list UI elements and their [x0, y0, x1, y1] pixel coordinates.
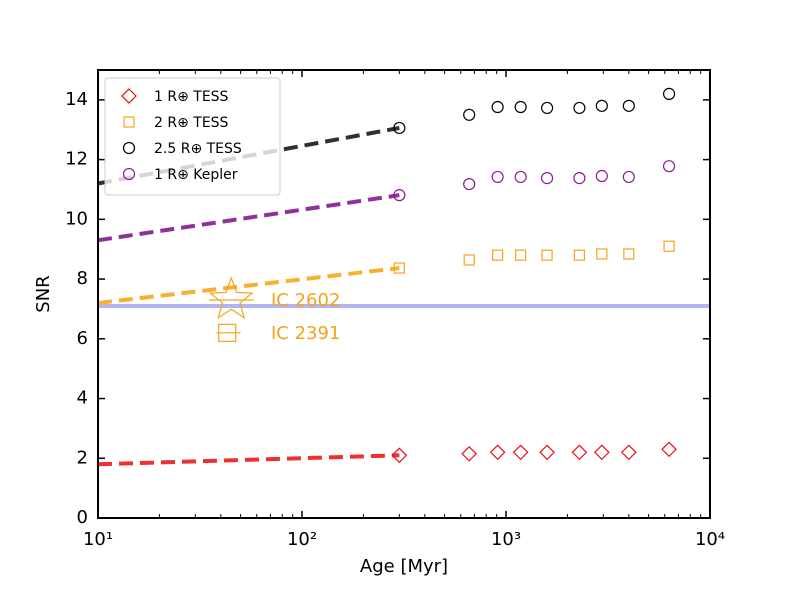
data-point — [622, 99, 635, 112]
data-point — [514, 170, 527, 184]
plot-frame — [97, 69, 711, 519]
data-point — [662, 87, 676, 100]
data-point — [491, 100, 504, 114]
y-tick-label: 4 — [77, 388, 88, 409]
data-point — [622, 170, 635, 184]
x-tick-label: 10⁴ — [695, 529, 725, 550]
data-point — [515, 249, 527, 261]
data-point — [540, 101, 554, 115]
cluster-label: IC 2602 — [271, 290, 340, 311]
data-point — [393, 262, 405, 274]
legend-marker — [121, 88, 137, 104]
y-tick-label: 2 — [77, 447, 88, 468]
data-point — [573, 249, 586, 261]
legend-marker — [123, 116, 135, 128]
legend-label: 1 R⊕ TESS — [154, 89, 229, 105]
trend-line — [97, 193, 400, 243]
trend-line — [97, 453, 400, 467]
data-point — [596, 248, 608, 260]
data-point — [391, 447, 408, 464]
cluster-label: IC 2391 — [271, 323, 340, 344]
y-tick-label: 6 — [77, 328, 88, 349]
legend-box — [104, 77, 281, 196]
y-tick-label: 12 — [65, 149, 88, 170]
y-tick-label: 0 — [77, 507, 88, 528]
data-point — [393, 121, 406, 135]
data-point — [491, 170, 504, 184]
data-point — [541, 249, 553, 261]
y-axis-label: SNR — [33, 275, 54, 312]
data-point — [512, 444, 529, 461]
data-point — [620, 444, 637, 461]
cluster-marker — [218, 323, 237, 342]
data-point — [593, 444, 610, 461]
data-point — [573, 101, 586, 115]
data-point — [573, 172, 586, 185]
y-tick-label: 8 — [77, 268, 88, 289]
x-tick-label: 10¹ — [83, 529, 113, 550]
data-point — [595, 99, 608, 112]
data-point — [514, 100, 527, 114]
y-tick-label: 14 — [65, 89, 88, 110]
data-point — [661, 441, 677, 458]
data-point — [489, 444, 506, 461]
data-point — [463, 254, 475, 266]
legend-marker — [122, 167, 136, 181]
x-tick-label: 10³ — [491, 529, 521, 550]
data-point — [463, 108, 476, 121]
legend-label: 2.5 R⊕ TESS — [154, 141, 242, 157]
legend-marker — [122, 141, 136, 155]
data-point — [662, 160, 676, 173]
data-point — [492, 249, 504, 261]
x-axis-label: Age [Myr] — [360, 556, 448, 577]
data-point — [571, 444, 588, 461]
legend-label: 2 R⊕ TESS — [154, 115, 229, 131]
data-point — [663, 240, 675, 252]
legend-label: 1 R⊕ Kepler — [154, 167, 238, 183]
data-point — [393, 189, 406, 202]
data-point — [463, 177, 476, 191]
y-tick-label: 10 — [65, 208, 88, 229]
cluster-marker — [208, 276, 254, 320]
data-point — [595, 169, 608, 183]
trend-line — [97, 266, 400, 305]
data-point — [623, 248, 635, 260]
data-point — [461, 445, 478, 462]
data-point — [539, 444, 555, 461]
x-tick-label: 10² — [287, 529, 317, 550]
data-point — [540, 172, 554, 185]
